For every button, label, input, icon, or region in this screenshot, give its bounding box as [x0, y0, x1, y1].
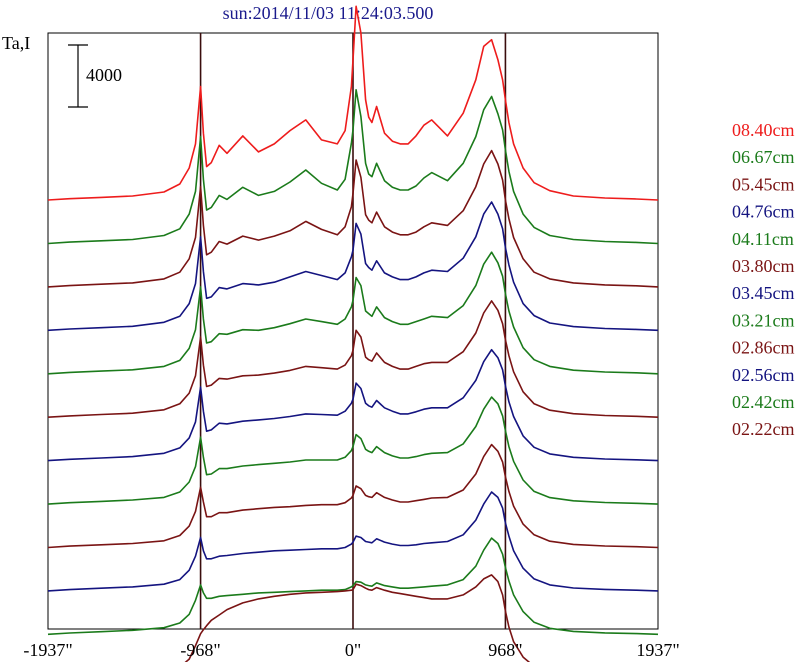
legend-item-04-11cm: 04.11cm: [732, 229, 794, 249]
scale-bar-label: 4000: [86, 65, 122, 85]
chart-title: sun:2014/11/03 11:24:03.500: [223, 3, 434, 23]
series-lines: [47, 5, 659, 662]
legend-item-02-86cm: 02.86cm: [732, 338, 795, 358]
legend-item-04-76cm: 04.76cm: [732, 202, 795, 222]
x-tick-label: -968": [180, 640, 220, 660]
legend-item-05-45cm: 05.45cm: [732, 174, 795, 194]
legend-item-02-56cm: 02.56cm: [732, 365, 795, 385]
scale-bar: 4000: [68, 44, 122, 108]
series-line-05-45cm: [47, 149, 659, 288]
series-line-02-22cm: [184, 574, 531, 662]
x-tick-label: 1937": [636, 640, 679, 660]
legend: 08.40cm 06.67cm 05.45cm 04.76cm 04.11cm 03.80…: [732, 120, 795, 439]
series-line-04-11cm: [47, 251, 659, 375]
y-axis-label: Ta,I: [2, 33, 30, 53]
series-line-06-67cm: [47, 89, 659, 245]
legend-item-02-22cm: 02.22cm: [732, 419, 795, 439]
legend-item-03-21cm: 03.21cm: [732, 310, 795, 330]
legend-item-03-45cm: 03.45cm: [732, 283, 795, 303]
series-line-02-56cm: [47, 491, 659, 592]
series-line-02-86cm: [47, 443, 659, 549]
series-line-02-42cm: [47, 537, 659, 636]
legend-item-02-42cm: 02.42cm: [732, 392, 795, 412]
legend-item-08-40cm: 08.40cm: [732, 120, 795, 140]
x-tick-label: 968": [488, 640, 522, 660]
series-line-03-80cm: [47, 300, 659, 418]
x-tick-label: -1937": [23, 640, 72, 660]
series-line-03-21cm: [47, 396, 659, 505]
series-line-04-76cm: [47, 201, 659, 332]
series-line-08-40cm: [47, 5, 659, 201]
x-tick-label: 0": [345, 640, 361, 660]
legend-item-03-80cm: 03.80cm: [732, 256, 795, 276]
legend-item-06-67cm: 06.67cm: [732, 147, 795, 167]
x-tick-labels: -1937" -968" 0" 968" 1937": [23, 640, 679, 660]
series-line-03-45cm: [47, 348, 659, 462]
